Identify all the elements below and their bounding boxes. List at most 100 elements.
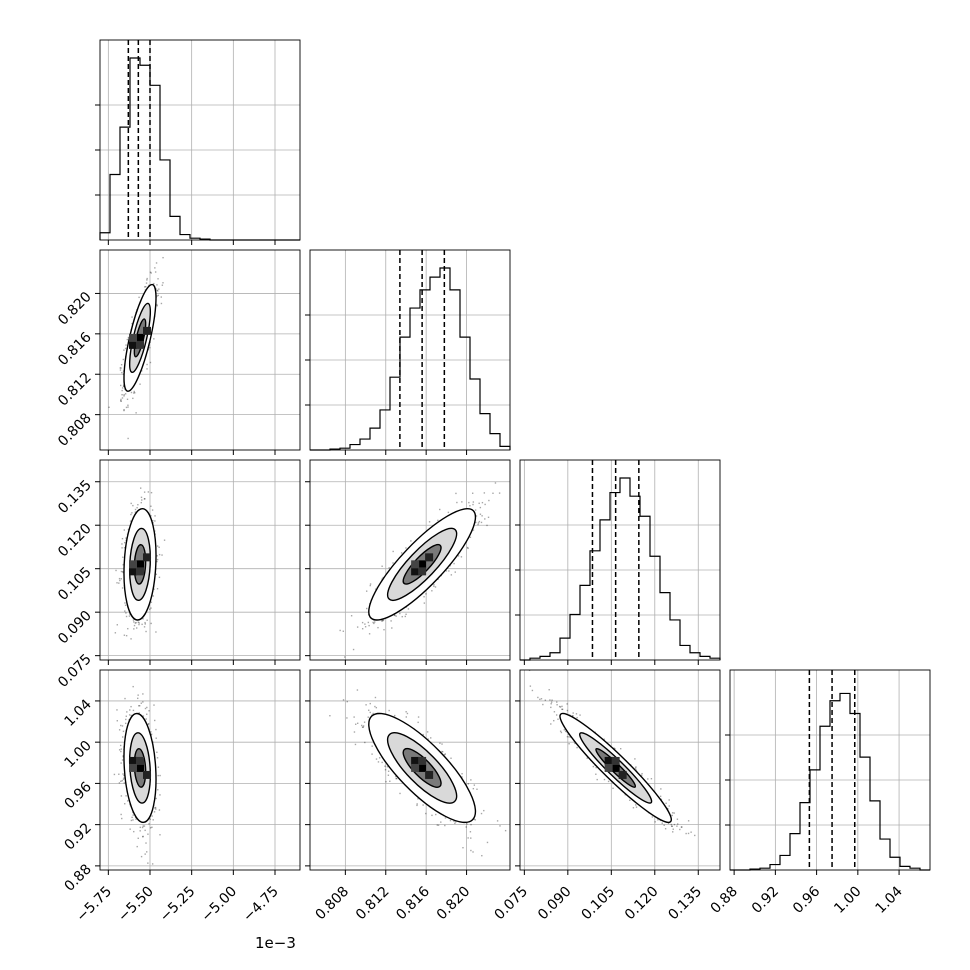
panel-content [100,670,300,870]
sample-point [143,498,146,500]
sample-point [382,619,385,622]
sample-point [399,792,401,795]
sample-point [162,256,164,259]
sample-point [472,851,474,853]
scatter-panel-3-1 [309,669,511,871]
sample-point [461,501,463,503]
sample-point [670,825,673,827]
density-core-cell [143,553,151,562]
sample-point [145,718,147,720]
sample-point [680,826,683,828]
sample-point [422,733,424,736]
sample-point [130,705,132,708]
sample-point [123,409,125,412]
sample-point [455,492,457,495]
sample-point [157,766,160,768]
sample-point [131,322,133,325]
sample-point [395,777,397,780]
sample-point [156,545,159,547]
sample-point [123,349,125,351]
density-core-cell [136,763,144,772]
sample-point [121,371,123,374]
sample-point [153,338,155,340]
sample-point [468,501,470,504]
scatter-panel-3-0 [99,669,301,871]
sample-point [143,286,146,288]
sample-point [132,504,134,507]
panel-background [520,460,720,660]
sample-point [435,813,437,816]
sample-point [125,795,127,797]
sample-point [154,515,156,517]
sample-point [478,520,481,523]
sample-point [479,513,482,515]
sample-point [130,502,132,505]
sample-point [371,753,373,755]
sample-point [123,541,126,544]
sample-point [156,295,158,297]
sample-point [354,743,357,746]
sample-point [368,624,370,627]
panel-frame [729,669,931,871]
sample-point [369,702,371,705]
sample-point [113,773,116,776]
histogram-step-2 [520,477,721,661]
sample-point [120,363,123,366]
sample-point [660,798,663,801]
sample-point [138,296,140,299]
sample-point [142,835,144,838]
sample-point [469,831,472,833]
density-core-cell [143,770,151,779]
panel-content [100,460,300,660]
sample-point [149,827,152,829]
sample-point [483,809,485,812]
sample-point [641,772,643,775]
sample-point [431,814,433,817]
sample-point [120,367,122,369]
density-core-cell [129,756,137,765]
sample-point [361,628,364,630]
sample-point [150,601,153,603]
sample-point [126,711,128,713]
sample-point [425,593,427,595]
sample-point [121,779,123,782]
sample-point [430,737,432,739]
sample-point [473,818,475,820]
sample-point [494,482,497,484]
sample-point [132,685,134,688]
panel-frame [99,39,301,241]
panels-layer: −5.75 −5.50 −5.25 −5.00 −4.75 0.808 0.812 0.816… [55,39,931,925]
sample-point [146,277,148,280]
sample-point [483,492,486,494]
sample-point [158,546,160,548]
sample-point [154,520,156,522]
density-core-cell [129,560,137,569]
sample-point [119,579,121,582]
sample-point [138,705,140,707]
sample-point [479,506,482,509]
sample-point [129,828,131,830]
sample-point [126,800,129,802]
sample-point [146,363,148,366]
sample-point [368,709,370,711]
sample-point [460,556,463,558]
sample-point [130,391,133,394]
sample-point [125,537,127,539]
sample-point [123,774,125,777]
sample-point [151,509,154,511]
sample-point [137,621,140,623]
sample-point [387,774,390,776]
sample-point [369,583,372,585]
scatter-panel-2-1 [309,459,511,661]
sample-point [127,437,129,440]
sample-point [150,272,152,274]
sample-point [441,743,443,745]
sample-point [156,757,159,759]
sample-point [152,522,154,524]
density-core-cell [129,340,137,349]
sample-point [474,509,477,511]
sample-point [129,520,132,522]
sample-point [132,392,135,394]
sample-point [118,749,121,751]
sample-point [133,621,135,623]
